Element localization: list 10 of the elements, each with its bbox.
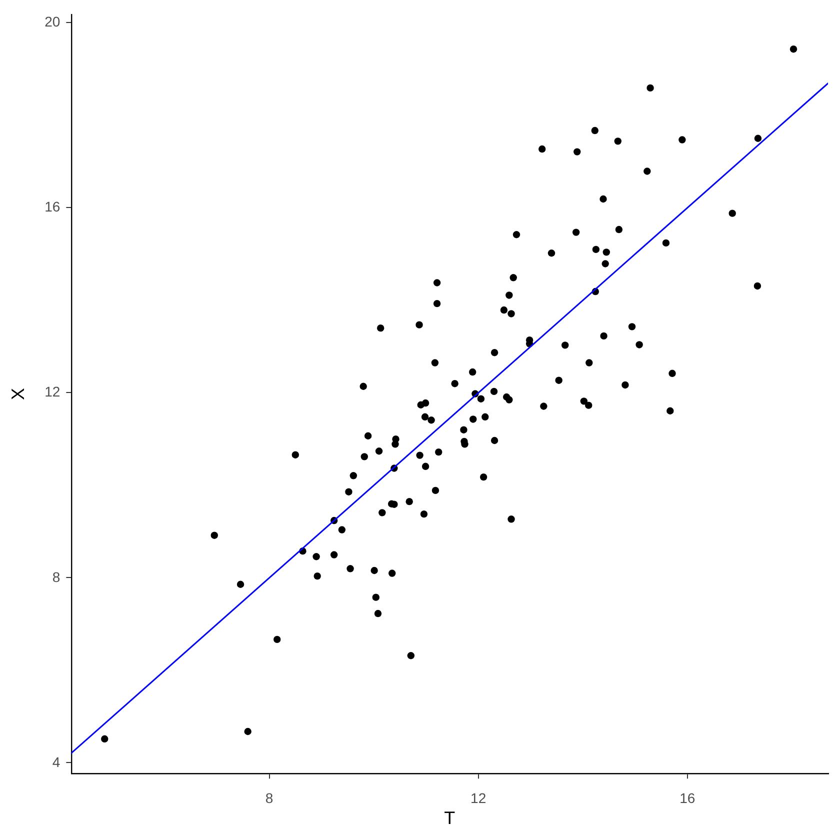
y-tick-label: 20	[44, 14, 60, 30]
x-tick-label: 12	[470, 790, 486, 806]
y-axis-title: X	[8, 388, 28, 400]
x-axis-title: T	[444, 808, 456, 828]
y-tick-label: 12	[44, 384, 60, 400]
y-tick-label: 4	[52, 754, 60, 770]
x-tick-label: 16	[680, 790, 696, 806]
y-tick-label: 8	[52, 568, 60, 585]
y-tick-label: 16	[44, 198, 60, 215]
x-tick-label: 8	[265, 790, 274, 806]
